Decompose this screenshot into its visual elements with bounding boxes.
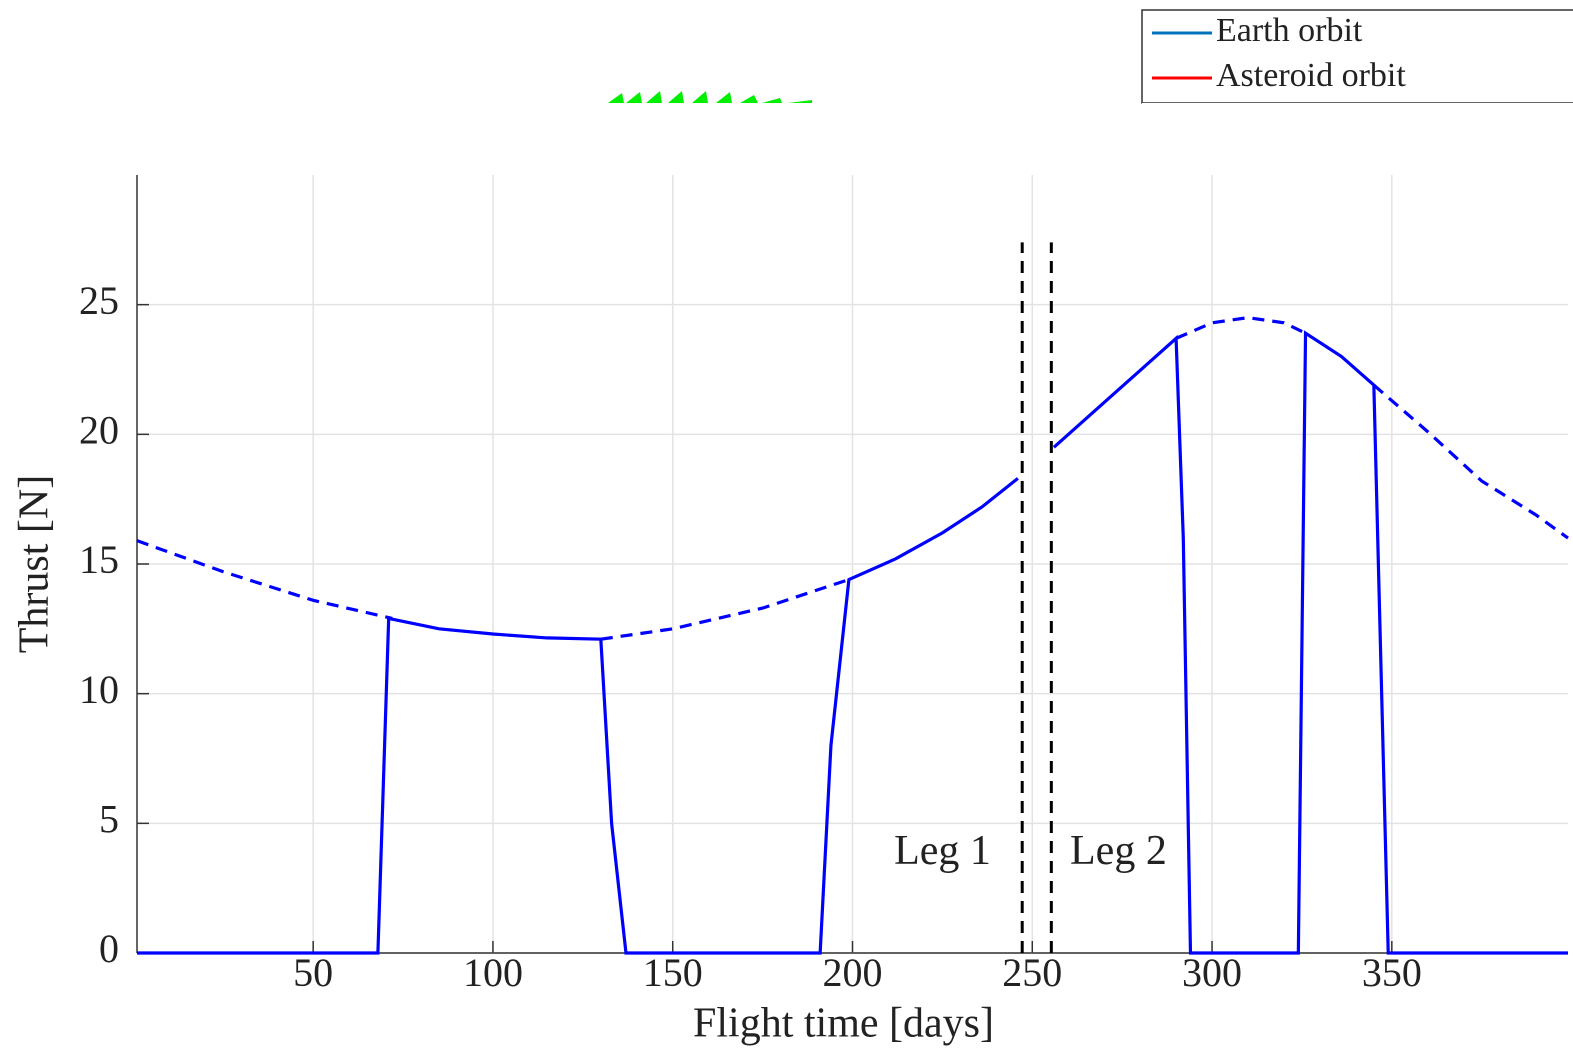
x-tick-label: 100 <box>463 950 523 995</box>
x-tick-label: 150 <box>643 950 703 995</box>
legend-label: Asteroid orbit <box>1216 57 1406 94</box>
arrow <box>788 100 812 103</box>
annotation: Leg 1 <box>894 828 991 874</box>
legend-clip <box>1142 103 1573 113</box>
arrow <box>626 92 642 103</box>
arrow <box>716 92 732 103</box>
arrow <box>740 95 758 103</box>
arrow <box>608 93 624 103</box>
x-tick-label: 50 <box>293 950 333 995</box>
arrow <box>668 91 684 103</box>
y-tick-label: 15 <box>79 537 119 582</box>
arrow <box>692 91 708 103</box>
legend-label: Earth orbit <box>1216 12 1363 49</box>
x-tick-label: 250 <box>1002 950 1062 995</box>
arrow <box>646 91 662 103</box>
x-tick-label: 300 <box>1182 950 1242 995</box>
y-axis-label: Thrust [N] <box>12 475 58 653</box>
x-tick-label: 350 <box>1362 950 1422 995</box>
annotation: Leg 2 <box>1070 828 1167 874</box>
x-axis-label: Flight time [days] <box>693 1001 994 1047</box>
arrow <box>762 98 782 103</box>
thrust-line <box>137 330 1568 955</box>
legend-box <box>1141 9 1573 104</box>
y-tick-label: 25 <box>79 278 119 323</box>
x-tick-label: 200 <box>823 950 883 995</box>
arrows <box>608 91 812 103</box>
y-tick-label: 20 <box>79 408 119 453</box>
y-tick-label: 5 <box>99 797 119 842</box>
y-tick-label: 0 <box>99 926 119 971</box>
y-tick-label: 10 <box>79 667 119 712</box>
